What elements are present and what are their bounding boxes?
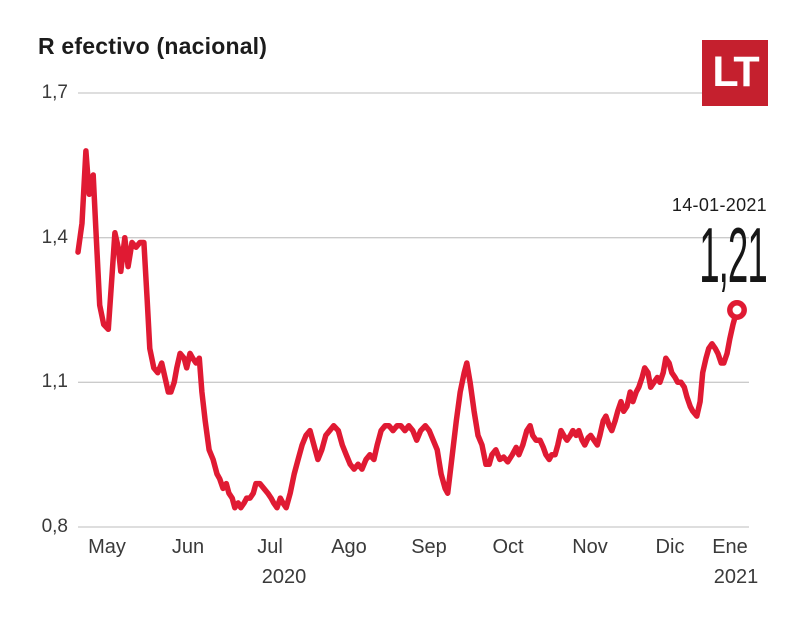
x-axis-year-2021: 2021 (713, 566, 759, 588)
y-axis-label: 1,4 (41, 226, 68, 248)
x-axis-label: Nov (572, 536, 608, 558)
x-axis-year-2020: 2020 (261, 566, 307, 588)
x-axis-label: May (88, 536, 126, 558)
last-point-date: 14-01-2021 (671, 195, 767, 215)
y-axis-label: 1,7 (41, 82, 68, 103)
y-axis-label: 1,1 (41, 371, 68, 393)
lt-logo-text: LT (712, 47, 759, 96)
y-axis: 1,7 1,4 1,1 0,8 (0, 0, 68, 623)
last-point-value: 1,21 (699, 211, 768, 299)
endpoint-marker (727, 300, 747, 320)
x-axis-label: Jun (171, 536, 205, 558)
y-axis-label: 0,8 (41, 516, 68, 537)
series-line (75, 148, 740, 511)
last-point-annotation: 14-01-2021 1,21 (623, 195, 768, 299)
x-axis-label: Dic (655, 536, 685, 558)
chart-title: R efectivo (nacional) (38, 33, 268, 59)
x-axis-label: Ene (712, 536, 748, 558)
lt-logo: LT (702, 40, 768, 106)
x-axis-label: Jul (257, 536, 283, 558)
x-axis-label: Oct (492, 536, 524, 558)
x-axis-label: Ago (331, 536, 367, 558)
x-axis-label: Sep (411, 536, 447, 558)
